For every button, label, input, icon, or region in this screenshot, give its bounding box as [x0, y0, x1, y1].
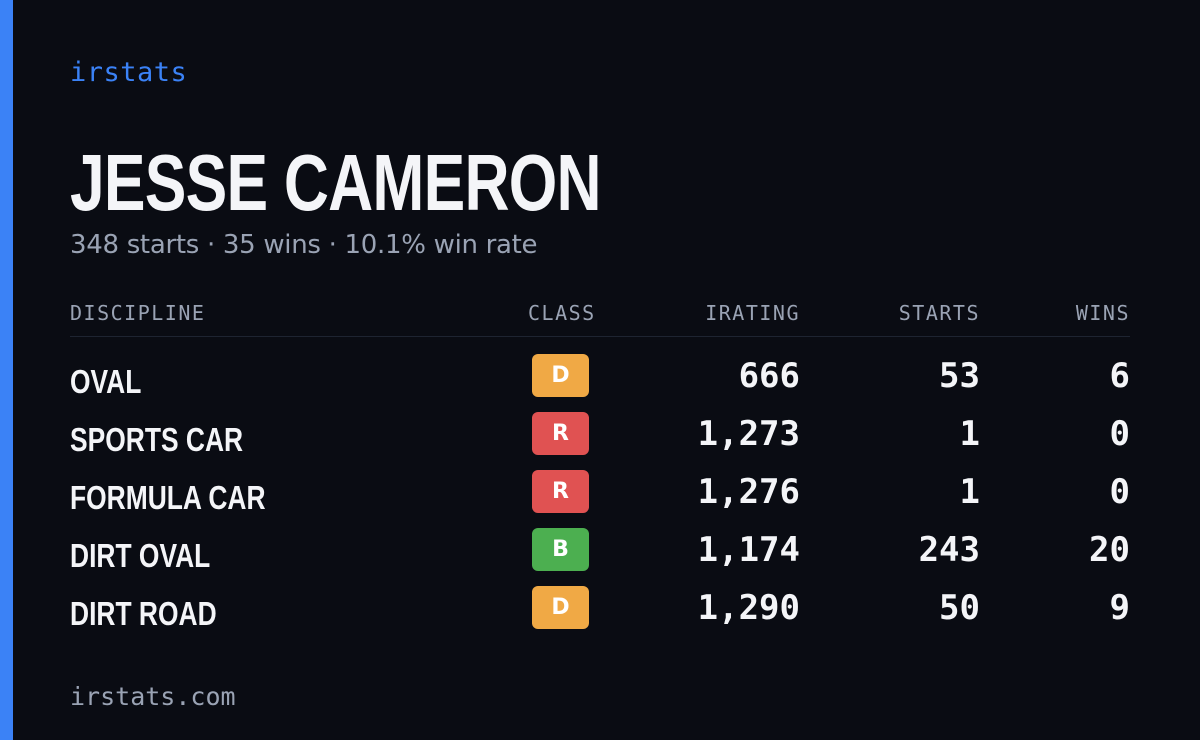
- brand-logo: irstats: [70, 57, 188, 88]
- class-badge: D: [532, 354, 589, 397]
- header-irating: IRATING: [705, 301, 800, 325]
- discipline-name: OVAL: [70, 363, 142, 400]
- discipline-name: FORMULA CAR: [70, 479, 266, 516]
- table-row: DIRT ROAD D 1,290 50 9: [70, 586, 1130, 644]
- table-body: OVAL D 666 53 6 SPORTS CAR R 1,273 1 0 F…: [70, 354, 1130, 644]
- wins-value: 0: [1109, 472, 1130, 512]
- accent-bar: [0, 0, 13, 740]
- irating-value: 1,276: [697, 472, 800, 512]
- header-wins: WINS: [1075, 301, 1130, 325]
- table-row: OVAL D 666 53 6: [70, 354, 1130, 412]
- class-badge: B: [532, 528, 589, 571]
- starts-value: 1: [959, 472, 980, 512]
- wins-value: 6: [1109, 356, 1130, 396]
- class-badge: R: [532, 470, 589, 513]
- stats-table: DISCIPLINE CLASS IRATING STARTS WINS OVA…: [70, 296, 1130, 644]
- irating-value: 1,174: [697, 530, 800, 570]
- irating-value: 1,273: [697, 414, 800, 454]
- class-badge: D: [532, 586, 589, 629]
- table-row: DIRT OVAL B 1,174 243 20: [70, 528, 1130, 586]
- driver-name: JESSE CAMERON: [70, 138, 602, 227]
- discipline-name: DIRT OVAL: [70, 537, 211, 574]
- starts-value: 243: [918, 530, 980, 570]
- footer-url[interactable]: irstats.com: [70, 682, 236, 711]
- class-badge: R: [532, 412, 589, 455]
- starts-value: 1: [959, 414, 980, 454]
- header-starts: STARTS: [898, 301, 980, 325]
- starts-value: 53: [939, 356, 980, 396]
- irating-value: 666: [738, 356, 800, 396]
- wins-value: 0: [1109, 414, 1130, 454]
- discipline-name: DIRT ROAD: [70, 595, 217, 632]
- wins-value: 20: [1089, 530, 1130, 570]
- wins-value: 9: [1109, 588, 1130, 628]
- driver-summary: 348 starts · 35 wins · 10.1% win rate: [70, 230, 538, 260]
- table-header: DISCIPLINE CLASS IRATING STARTS WINS: [70, 296, 1130, 337]
- irating-value: 1,290: [697, 588, 800, 628]
- header-class: CLASS: [528, 301, 596, 325]
- starts-value: 50: [939, 588, 980, 628]
- discipline-name: SPORTS CAR: [70, 421, 244, 458]
- header-discipline: DISCIPLINE: [70, 301, 206, 325]
- table-row: FORMULA CAR R 1,276 1 0: [70, 470, 1130, 528]
- table-row: SPORTS CAR R 1,273 1 0: [70, 412, 1130, 470]
